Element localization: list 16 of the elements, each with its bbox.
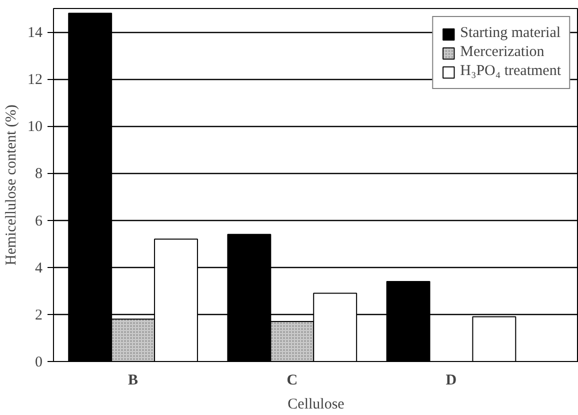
y-tick-label: 6 xyxy=(35,213,43,230)
y-tick-label: 10 xyxy=(28,119,42,136)
x-axis-title: Cellulose xyxy=(288,396,345,412)
y-tick-label: 12 xyxy=(28,72,42,88)
legend-label: Mercerization xyxy=(460,44,544,61)
y-tick-label: 4 xyxy=(35,260,43,276)
y-tick-label: 0 xyxy=(35,354,42,370)
y-tick-label: 14 xyxy=(28,25,43,42)
x-tick-label: D xyxy=(446,372,457,388)
y-tick-label: 8 xyxy=(35,166,42,182)
x-tick-label: C xyxy=(286,372,298,388)
y-tick-label: 2 xyxy=(35,307,42,324)
legend-label: H₃PO₄ treatment xyxy=(460,63,561,80)
x-tick-label: B xyxy=(128,372,138,388)
y-axis-title: Hemicellulose content (%) xyxy=(4,104,20,266)
legend-label: Starting material xyxy=(460,25,561,42)
